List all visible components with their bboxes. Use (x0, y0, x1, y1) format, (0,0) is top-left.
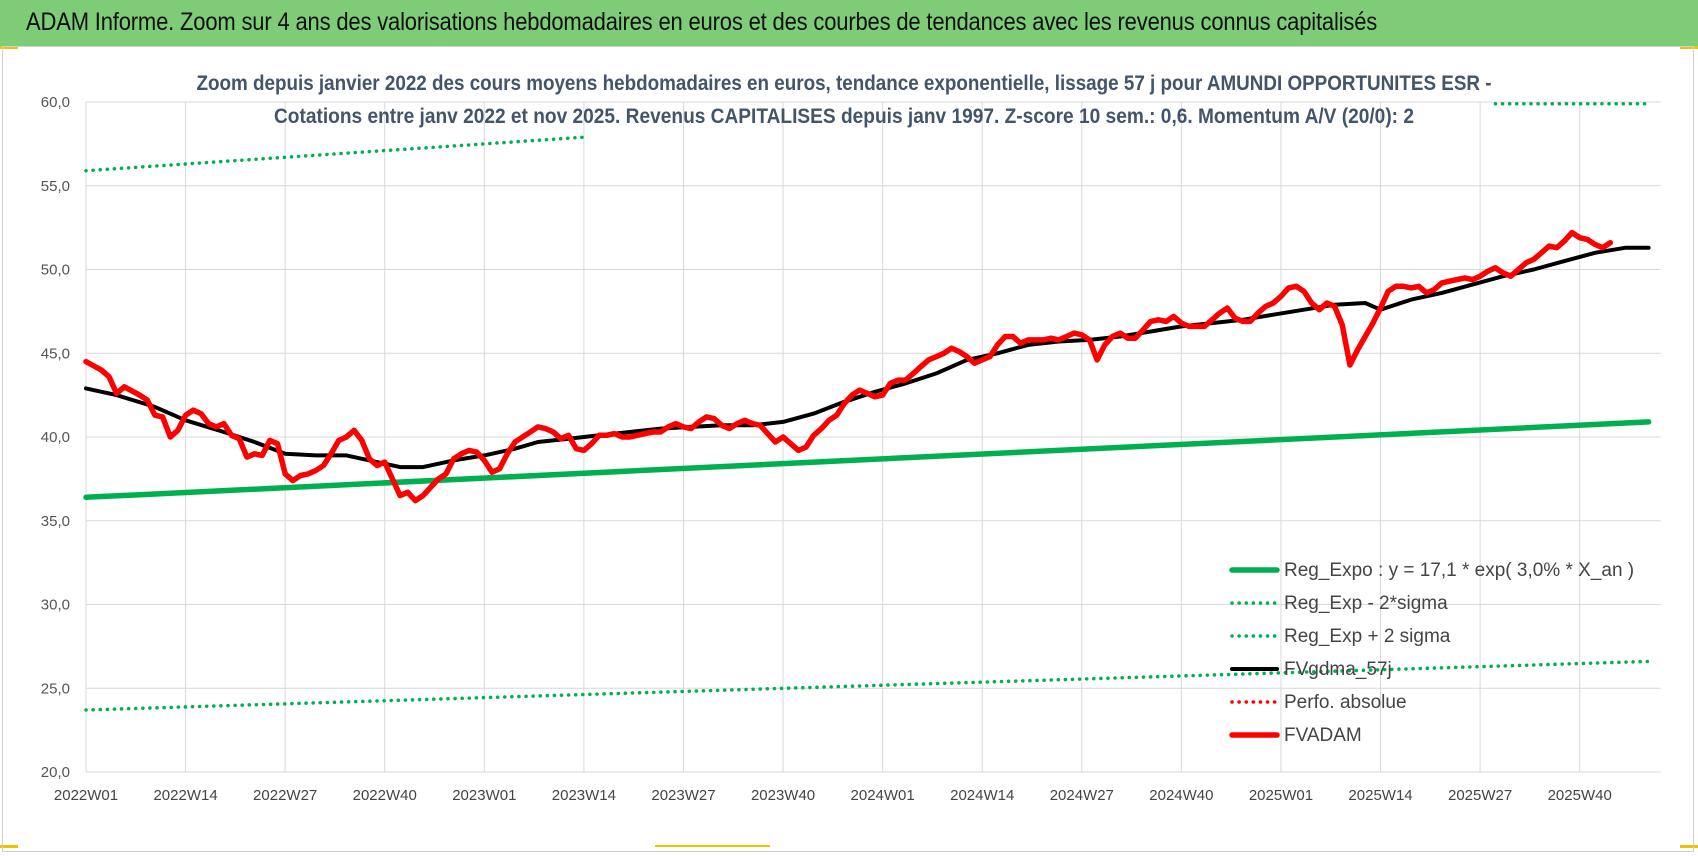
y-tick-label: 35,0 (41, 513, 70, 530)
grid-lines (85, 101, 1661, 773)
series-line-1 (84, 659, 1651, 712)
y-tick-label: 25,0 (41, 680, 70, 697)
x-tick-label: 2024W40 (1149, 787, 1213, 804)
series-line-2 (84, 135, 586, 173)
chart-title: Zoom depuis janvier 2022 des cours moyen… (197, 72, 1492, 128)
legend: Reg_Expo : y = 17,1 * exp( 3,0% * X_an )… (1229, 560, 1634, 746)
x-tick-label: 2025W40 (1548, 787, 1612, 804)
x-tick-label: 2025W01 (1249, 787, 1313, 804)
corner-mark (1680, 46, 1698, 49)
x-tick-label: 2024W14 (950, 787, 1014, 804)
y-tick-label: 20,0 (41, 764, 70, 781)
legend-entry-label: Reg_Expo : y = 17,1 * exp( 3,0% * X_an ) (1284, 560, 1634, 581)
chart-title-line: Zoom depuis janvier 2022 des cours moyen… (197, 72, 1492, 95)
series-line-0 (83, 419, 1652, 501)
corner-mark (1680, 845, 1698, 848)
chart-frame (2, 46, 1694, 852)
legend-entry-label: FVgdma_57j (1284, 659, 1392, 680)
y-tick-label: 30,0 (41, 597, 70, 614)
legend-entry-label: Reg_Exp + 2 sigma (1284, 626, 1451, 647)
x-tick-label: 2025W14 (1348, 787, 1412, 804)
corner-mark (655, 845, 770, 847)
y-tick-label: 55,0 (41, 178, 70, 195)
x-tick-label: 2023W40 (751, 787, 815, 804)
chart-title-line: Cotations entre janv 2022 et nov 2025. R… (274, 105, 1414, 128)
y-tick-label: 60,0 (41, 94, 70, 111)
header-bar: ADAM Informe. Zoom sur 4 ans des valoris… (0, 0, 1698, 47)
corner-mark (0, 845, 18, 848)
x-tick-label: 2024W27 (1050, 787, 1114, 804)
x-tick-label: 2022W01 (54, 787, 118, 804)
x-tick-label: 2022W14 (153, 787, 217, 804)
y-axis-tick-labels: 20,0 25,0 30,0 35,0 40,0 45,0 50,0 55,0 60,0 (41, 94, 70, 781)
corner-mark (0, 46, 18, 49)
x-tick-label: 2023W01 (452, 787, 516, 804)
y-tick-label: 50,0 (41, 262, 70, 279)
x-tick-label: 2025W27 (1448, 787, 1512, 804)
header-title: ADAM Informe. Zoom sur 4 ans des valoris… (26, 8, 1378, 36)
x-tick-label: 2023W27 (651, 787, 715, 804)
x-tick-label: 2022W27 (253, 787, 317, 804)
series-line-5 (83, 229, 1614, 504)
legend-entry-label: FVADAM (1284, 725, 1362, 746)
series-lines (83, 101, 1652, 712)
x-tick-label: 2023W14 (552, 787, 616, 804)
x-axis-tick-labels: 2022W01 2022W14 2022W27 2022W40 2023W01 2023W… (54, 787, 1612, 804)
x-tick-label: 2022W40 (353, 787, 417, 804)
legend-entry-label: Perfo. absolue (1284, 692, 1407, 713)
y-tick-label: 45,0 (41, 345, 70, 362)
x-tick-label: 2024W01 (851, 787, 915, 804)
legend-entry-label: Reg_Exp - 2*sigma (1284, 593, 1448, 614)
y-tick-label: 40,0 (41, 429, 70, 446)
